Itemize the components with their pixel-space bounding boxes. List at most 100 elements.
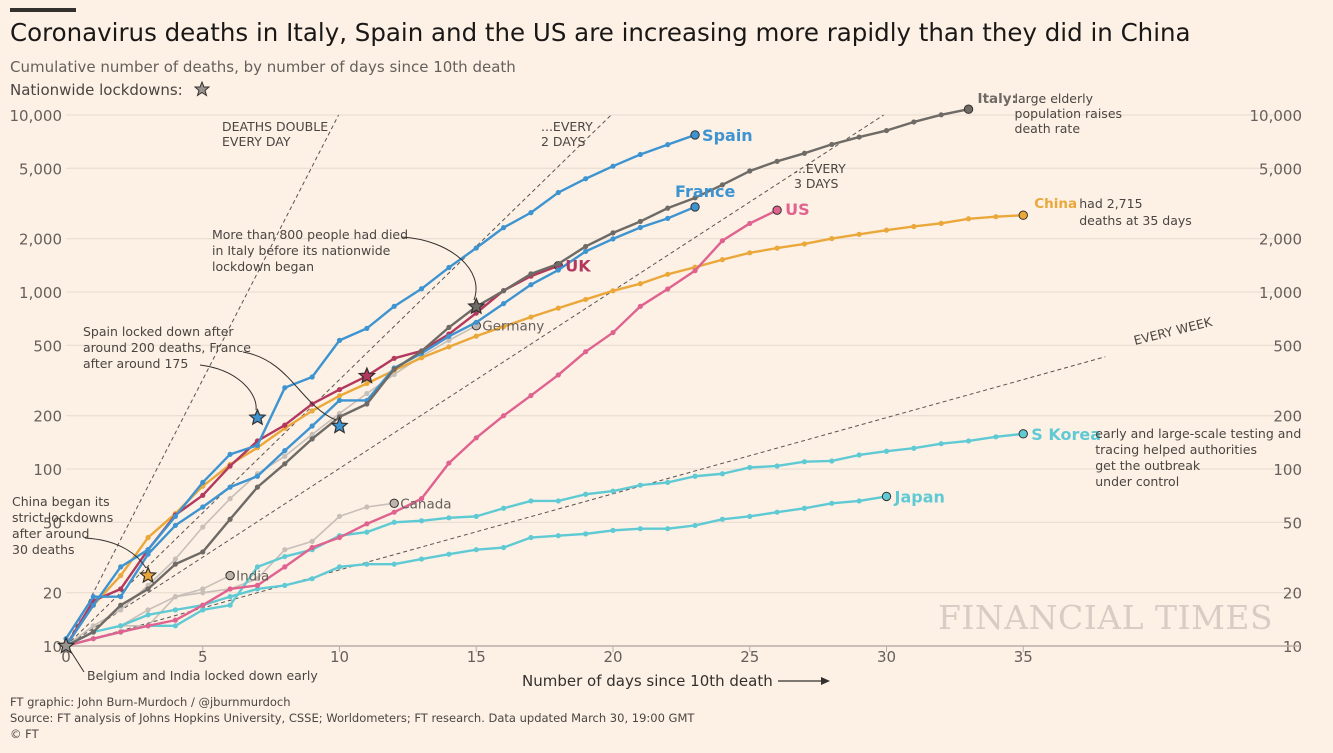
data-point xyxy=(747,513,753,519)
series-line xyxy=(65,133,696,647)
y-tick-label-right: 200 xyxy=(1273,408,1302,426)
chart-title: Coronavirus deaths in Italy, Spain and t… xyxy=(10,18,1191,47)
data-point xyxy=(583,296,589,303)
data-point xyxy=(829,458,835,464)
data-point xyxy=(801,150,808,156)
y-tick-label-left: 2,000 xyxy=(19,231,62,249)
data-point xyxy=(418,518,425,524)
data-point xyxy=(446,324,452,330)
data-point xyxy=(801,459,808,465)
x-tick-label: 35 xyxy=(1014,648,1033,666)
italy-note: large elderly population raises death rate xyxy=(1015,91,1122,136)
data-point xyxy=(172,607,178,613)
data-point xyxy=(282,461,288,467)
data-point xyxy=(90,602,96,608)
data-point xyxy=(583,243,589,250)
data-point xyxy=(90,636,96,642)
data-point xyxy=(774,245,780,251)
data-point xyxy=(1018,210,1028,220)
y-tick-label-right: 20 xyxy=(1283,585,1302,603)
series-label-china: China xyxy=(1034,196,1077,212)
data-point xyxy=(118,594,124,600)
data-point xyxy=(993,434,999,440)
x-axis-title: Number of days since 10th death xyxy=(522,672,773,690)
data-point xyxy=(473,310,479,316)
data-point xyxy=(227,451,233,457)
data-point xyxy=(610,527,616,533)
data-point xyxy=(528,210,534,216)
data-point xyxy=(227,484,233,490)
data-point xyxy=(965,216,972,222)
data-point xyxy=(665,479,671,486)
data-point xyxy=(172,561,178,567)
data-point xyxy=(145,607,151,613)
x-tick-label: 0 xyxy=(61,648,71,666)
data-point xyxy=(118,607,124,613)
data-point xyxy=(227,594,233,600)
series-label-france: France xyxy=(675,182,735,201)
data-point xyxy=(172,623,178,629)
data-point xyxy=(227,463,233,469)
data-point xyxy=(90,623,96,629)
data-point xyxy=(610,288,616,294)
data-point xyxy=(145,547,151,553)
y-tick-label-right: 10 xyxy=(1283,638,1302,656)
data-point xyxy=(282,448,288,454)
data-point xyxy=(364,401,370,407)
data-point xyxy=(446,344,452,350)
reference-line-label: EVERY WEEK xyxy=(1132,314,1214,348)
y-tick-label-left: 200 xyxy=(33,408,62,426)
lockdown-legend: Nationwide lockdowns: xyxy=(10,81,210,99)
data-point xyxy=(309,436,315,442)
annotation-leader xyxy=(242,351,337,421)
y-tick-label-left: 10 xyxy=(43,638,62,656)
data-point xyxy=(501,225,507,231)
data-point xyxy=(227,496,233,502)
annotation-italy-lockdown: More than 800 people had died in Italy be… xyxy=(212,227,408,274)
data-point xyxy=(692,268,698,274)
data-point xyxy=(200,524,206,530)
data-point xyxy=(254,582,261,588)
data-point xyxy=(528,314,534,320)
data-point xyxy=(118,564,124,570)
x-tick-label: 5 xyxy=(198,648,208,666)
data-point xyxy=(938,220,944,226)
series-label-canada: Canada xyxy=(400,496,451,512)
data-point xyxy=(200,549,206,555)
data-point xyxy=(774,158,780,164)
data-point xyxy=(145,586,151,592)
annotation-belgium-india: Belgium and India locked down early xyxy=(87,668,318,683)
data-point xyxy=(637,281,643,287)
data-point xyxy=(336,564,343,570)
data-point xyxy=(391,509,397,515)
data-point xyxy=(719,238,726,244)
data-point xyxy=(200,607,206,613)
data-point xyxy=(446,515,452,521)
data-point xyxy=(364,521,370,527)
data-point xyxy=(389,498,399,509)
series-line xyxy=(65,108,969,648)
data-point xyxy=(747,464,753,471)
data-point xyxy=(665,205,671,211)
series-label-germany: Germany xyxy=(482,319,544,335)
data-point xyxy=(938,441,944,447)
lockdown-star xyxy=(138,566,158,584)
data-point xyxy=(336,534,343,541)
data-point xyxy=(690,202,700,212)
x-tick-label: 10 xyxy=(330,648,349,666)
data-point xyxy=(501,413,507,419)
data-point xyxy=(309,423,315,429)
data-point xyxy=(118,602,124,608)
data-point xyxy=(254,442,261,448)
y-tick-label-right: 50 xyxy=(1283,514,1302,532)
series-line xyxy=(64,205,696,640)
data-point xyxy=(254,576,261,582)
data-point xyxy=(856,134,862,140)
data-point xyxy=(391,519,397,525)
data-point xyxy=(881,491,892,502)
lockdown-star xyxy=(467,297,486,315)
y-tick-label-right: 5,000 xyxy=(1259,160,1302,178)
copyright: © FT xyxy=(10,727,39,741)
data-point xyxy=(637,218,643,225)
